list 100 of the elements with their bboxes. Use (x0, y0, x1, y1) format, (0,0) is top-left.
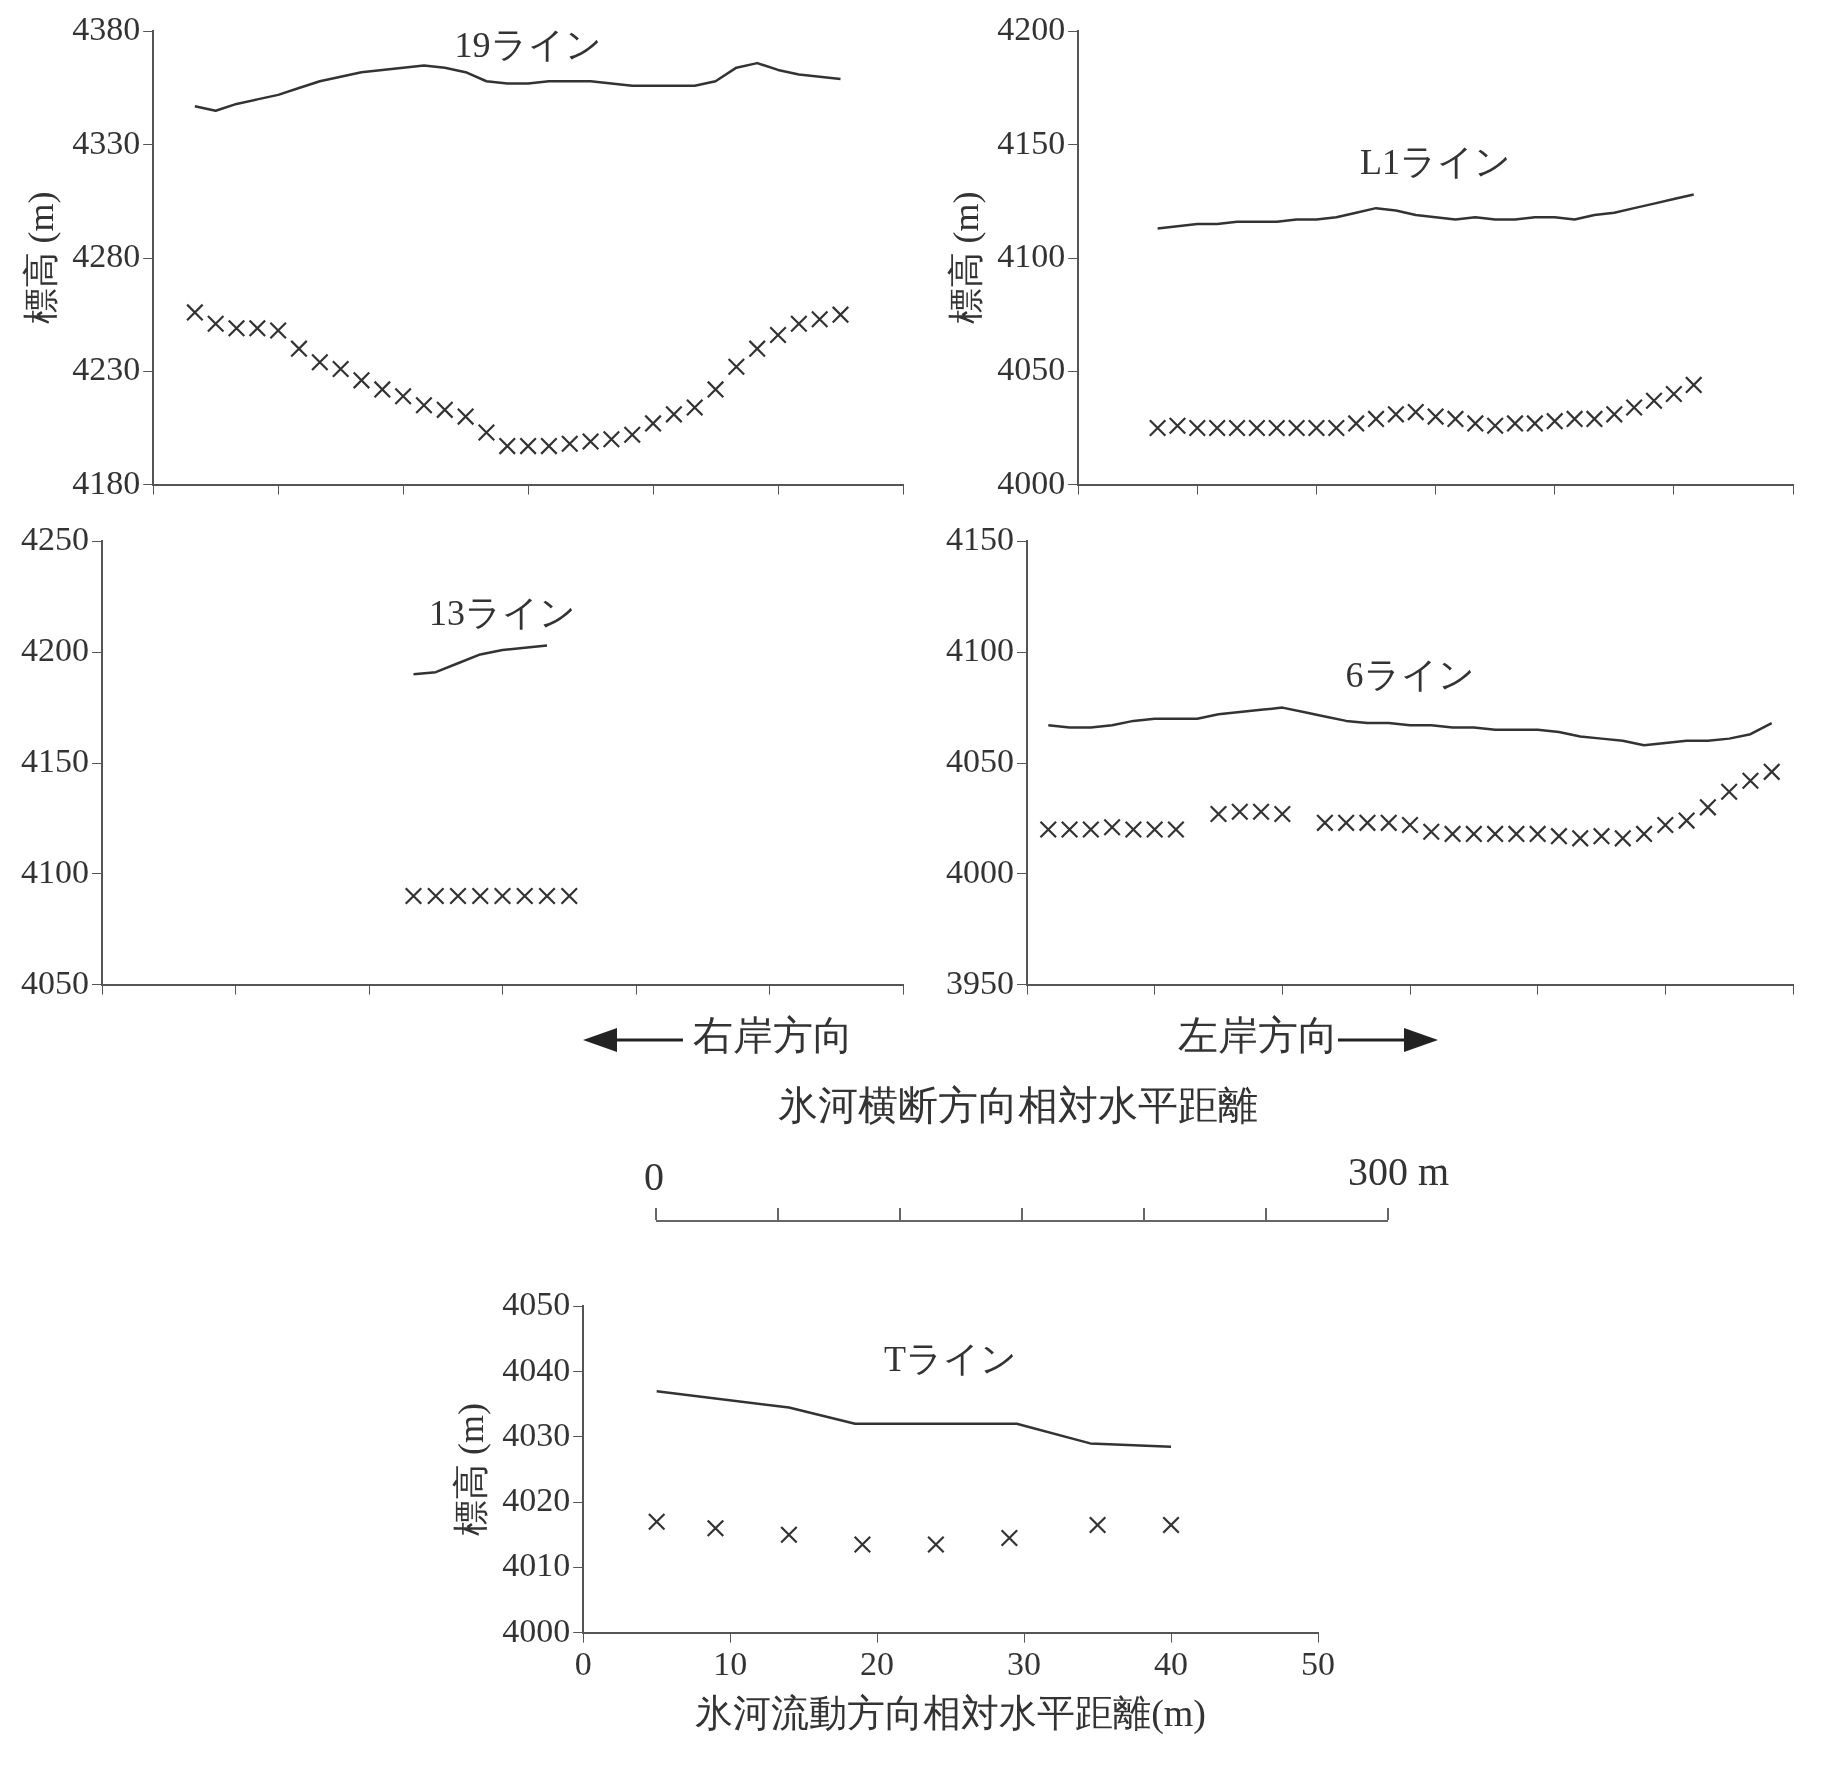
point (1443, 825, 1462, 843)
point (1060, 820, 1079, 839)
point (1625, 398, 1644, 417)
point (748, 339, 767, 358)
y-tick-label: 4010 (502, 1546, 571, 1584)
y-tick-label: 4150 (946, 520, 1014, 558)
y-axis-title: 標高 (m) (451, 1403, 492, 1536)
point (1684, 376, 1703, 394)
point (1486, 416, 1505, 435)
y-tick-label: 4100 (997, 236, 1066, 274)
y-tick-label: 4100 (946, 631, 1014, 669)
point (1585, 410, 1604, 428)
point (1287, 419, 1306, 437)
point (1401, 816, 1419, 834)
point (1506, 414, 1524, 433)
point (1307, 419, 1326, 437)
point (1358, 813, 1377, 832)
chart-title: 19ライン (454, 24, 602, 65)
point (1466, 414, 1485, 433)
point (310, 353, 329, 372)
point (1267, 419, 1286, 437)
y-tick-label: 4000 (997, 463, 1066, 501)
point (394, 387, 413, 406)
y-tick-label: 3950 (946, 963, 1014, 1001)
point (1103, 818, 1121, 837)
y-tick-label: 4050 (997, 350, 1066, 388)
y-tick-label: 4100 (21, 852, 89, 890)
point (331, 360, 350, 378)
point (1252, 802, 1270, 821)
point (1762, 762, 1781, 781)
y-axis-title: 標高 (m) (21, 191, 62, 325)
x-tick-label: 20 (860, 1644, 895, 1682)
point (456, 407, 475, 426)
text: 左岸方向 (1178, 1013, 1338, 1058)
point (477, 423, 496, 442)
y-tick-label: 4000 (946, 852, 1014, 890)
point (1248, 419, 1266, 437)
point (519, 437, 537, 455)
x-tick-label: 30 (1007, 1644, 1042, 1682)
point (1188, 419, 1207, 437)
point (581, 432, 600, 451)
point (1550, 827, 1568, 846)
point (1592, 827, 1611, 846)
text: 6ライン (1345, 655, 1475, 696)
point (1168, 416, 1187, 435)
y-tick-label: 4200 (21, 631, 89, 669)
point (1228, 419, 1246, 437)
y-tick-label: 4230 (72, 350, 141, 388)
point (1645, 391, 1663, 410)
point (1230, 802, 1249, 821)
point (1426, 407, 1445, 426)
point (623, 425, 642, 444)
text: Tライン (884, 1338, 1018, 1379)
point (665, 405, 683, 424)
text: 氷河横断方向相対水平距離 (777, 1082, 1259, 1130)
point (1486, 825, 1504, 843)
point (810, 310, 829, 329)
point (373, 380, 392, 399)
point (1545, 412, 1564, 431)
point (1507, 825, 1526, 843)
point (1162, 1516, 1180, 1534)
text: 13ライン (429, 593, 576, 634)
point (248, 319, 267, 338)
point (1565, 410, 1584, 428)
point (1526, 414, 1544, 433)
text: 300 m (1348, 1148, 1450, 1195)
point (1000, 1529, 1019, 1547)
point (1209, 805, 1228, 823)
point (769, 326, 787, 344)
point (1148, 419, 1167, 437)
point (1605, 405, 1624, 424)
point (1273, 805, 1292, 823)
point (269, 321, 288, 340)
point (1316, 813, 1334, 832)
text: L1ライン (1360, 142, 1512, 183)
point (415, 396, 433, 415)
point (1656, 816, 1675, 834)
point (1677, 811, 1696, 830)
point (647, 1512, 666, 1531)
point (644, 414, 662, 433)
y-tick-label: 4250 (21, 520, 89, 558)
point (1145, 820, 1164, 839)
point (1422, 822, 1441, 841)
y-tick-label: 4050 (502, 1285, 571, 1323)
x-tick-label: 50 (1301, 1644, 1335, 1682)
point (1208, 419, 1227, 437)
point (706, 380, 725, 399)
x-tick-label: 40 (1154, 1644, 1189, 1682)
y-tick-label: 4000 (502, 1611, 571, 1649)
x-tick-label: 10 (713, 1644, 748, 1682)
point (1741, 771, 1760, 790)
point (1367, 410, 1385, 428)
y-tick-label: 4200 (997, 10, 1066, 48)
point (1406, 403, 1425, 421)
y-tick-label: 4330 (72, 123, 141, 161)
point (727, 357, 746, 376)
point (685, 398, 704, 417)
point (1327, 419, 1346, 437)
point (1613, 829, 1632, 848)
point (1337, 813, 1356, 832)
